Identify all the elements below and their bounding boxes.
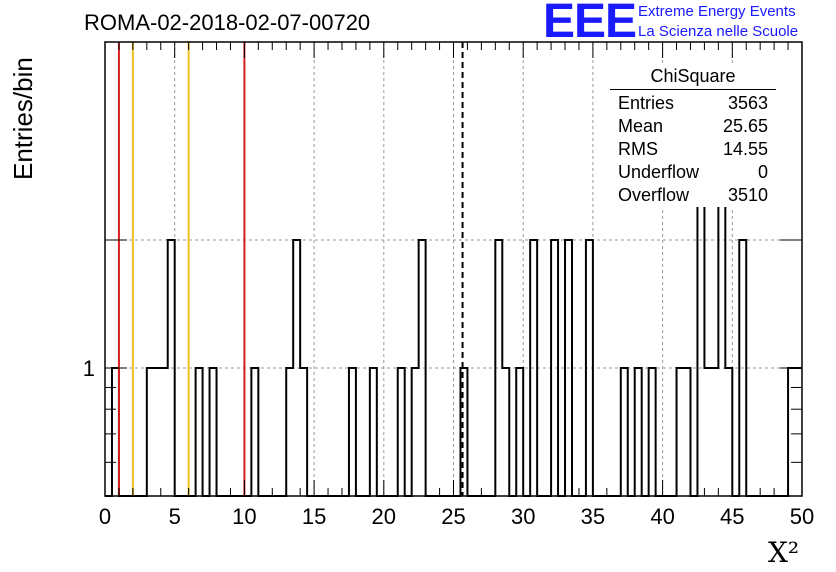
x-tick-label: 5 — [169, 504, 181, 529]
stats-row-rms: RMS 14.55 — [610, 138, 776, 161]
stats-label: Overflow — [618, 185, 690, 205]
x-tick-label: 10 — [232, 504, 256, 529]
stats-row-overflow: Overflow 3510 — [610, 184, 776, 207]
stats-label: Mean — [618, 116, 664, 136]
x-tick-label: 0 — [99, 504, 111, 529]
stats-value: 25.65 — [722, 116, 768, 136]
x-tick-label: 20 — [372, 504, 396, 529]
x-tick-label: 25 — [441, 504, 465, 529]
x-tick-label: 50 — [790, 504, 814, 529]
stats-value: 3563 — [727, 93, 768, 113]
x-tick-label: 40 — [650, 504, 674, 529]
eee-logo: EEE Extreme Energy Events La Scienza nel… — [543, 0, 836, 48]
x-tick-label: 15 — [302, 504, 326, 529]
stats-label: Entries — [618, 93, 675, 113]
stats-label: RMS — [618, 139, 658, 159]
x-axis-label: X² — [768, 536, 800, 569]
logo-line-1: Extreme Energy Events — [638, 3, 796, 20]
y-axis-label: Entries/bin — [8, 57, 38, 180]
logo-mark: EEE — [543, 0, 637, 48]
stats-value: 14.55 — [722, 139, 768, 159]
x-tick-label: 45 — [720, 504, 744, 529]
marker-lines — [117, 42, 464, 496]
axes: 0 5 10 15 20 25 30 35 40 45 50 1 — [83, 41, 814, 529]
stats-label: Underflow — [618, 162, 700, 182]
stats-row-underflow: Underflow 0 — [610, 161, 776, 184]
stats-row-mean: Mean 25.65 — [610, 115, 776, 138]
x-tick-label: 35 — [581, 504, 605, 529]
stats-value: 0 — [757, 162, 768, 182]
stats-row-entries: Entries 3563 — [610, 92, 776, 115]
x-tick-label: 30 — [511, 504, 535, 529]
y-tick-label: 1 — [83, 356, 95, 381]
chart-title: ROMA-02-2018-02-07-00720 — [84, 10, 371, 35]
logo-line-2: La Scienza nelle Scuole — [638, 23, 799, 40]
stats-title: ChiSquare — [610, 66, 776, 90]
stats-value: 3510 — [727, 185, 768, 205]
stats-box: ChiSquare Entries 3563 Mean 25.65 RMS 14… — [610, 66, 776, 207]
